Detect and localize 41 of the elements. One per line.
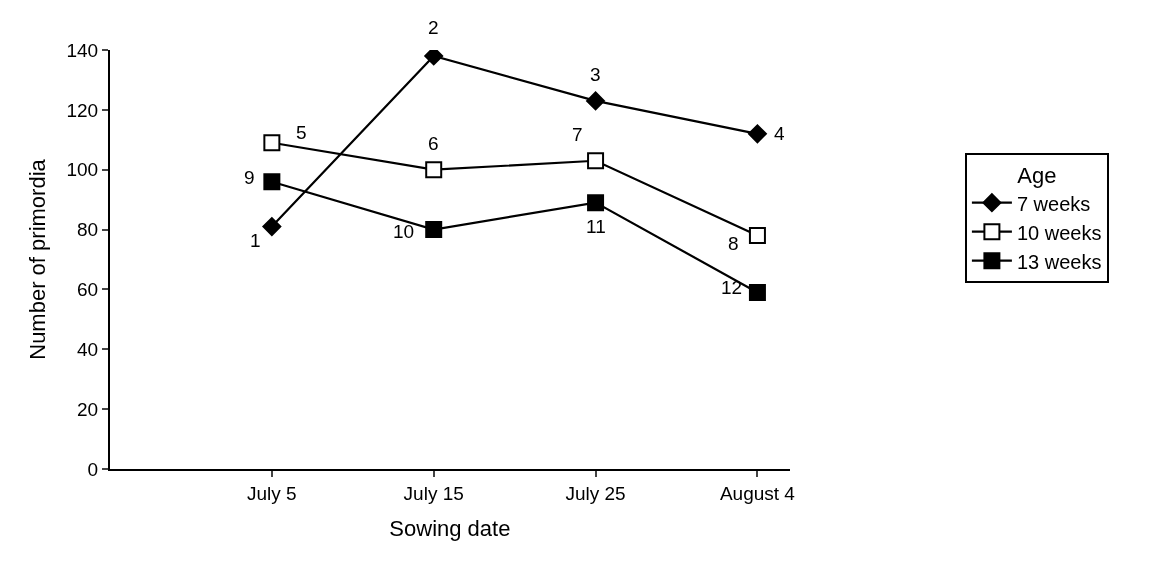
point [748, 227, 766, 245]
annotation: 5 [296, 122, 307, 143]
point [263, 134, 281, 152]
point [262, 217, 282, 237]
annotation: 10 [393, 221, 415, 242]
point [748, 283, 766, 301]
legend-label: 7 weeks [1016, 192, 1091, 215]
point [586, 91, 606, 111]
y-axis-title: Number of primordia [24, 158, 50, 360]
x-tick-label: July 15 [403, 482, 464, 504]
annotation: 11 [586, 216, 606, 237]
y-tick-label: 100 [66, 159, 99, 181]
annotation: 1 [250, 230, 261, 251]
point [747, 124, 767, 144]
y-tick-label: 80 [77, 219, 99, 241]
annotation: 4 [774, 123, 785, 144]
x-tick-label: July 25 [565, 482, 626, 504]
x-tick-label: August 4 [719, 482, 796, 504]
point [424, 50, 444, 66]
point [425, 221, 443, 239]
annotation: 2 [428, 17, 439, 38]
legend-label: 13 weeks [1016, 250, 1102, 273]
annotation: 8 [728, 233, 739, 254]
annotation: 9 [244, 167, 255, 188]
annotation: 6 [428, 133, 439, 154]
annotation: 7 [572, 124, 583, 145]
legend-title: Age [1017, 163, 1057, 189]
y-tick-label: 140 [66, 39, 99, 61]
x-tick-label: July 5 [247, 482, 297, 504]
point [263, 173, 281, 191]
y-tick-label: 60 [77, 279, 99, 301]
y-tick-label: 20 [77, 398, 99, 420]
legend-label: 10 weeks [1016, 221, 1102, 244]
annotation: 3 [590, 64, 601, 85]
point [587, 194, 605, 212]
x-axis-title: Sowing date [389, 516, 511, 542]
point [425, 161, 443, 179]
y-tick-label: 120 [66, 99, 99, 121]
y-tick-label: 40 [77, 338, 99, 360]
point [587, 152, 605, 170]
y-tick-label: 0 [87, 458, 99, 480]
